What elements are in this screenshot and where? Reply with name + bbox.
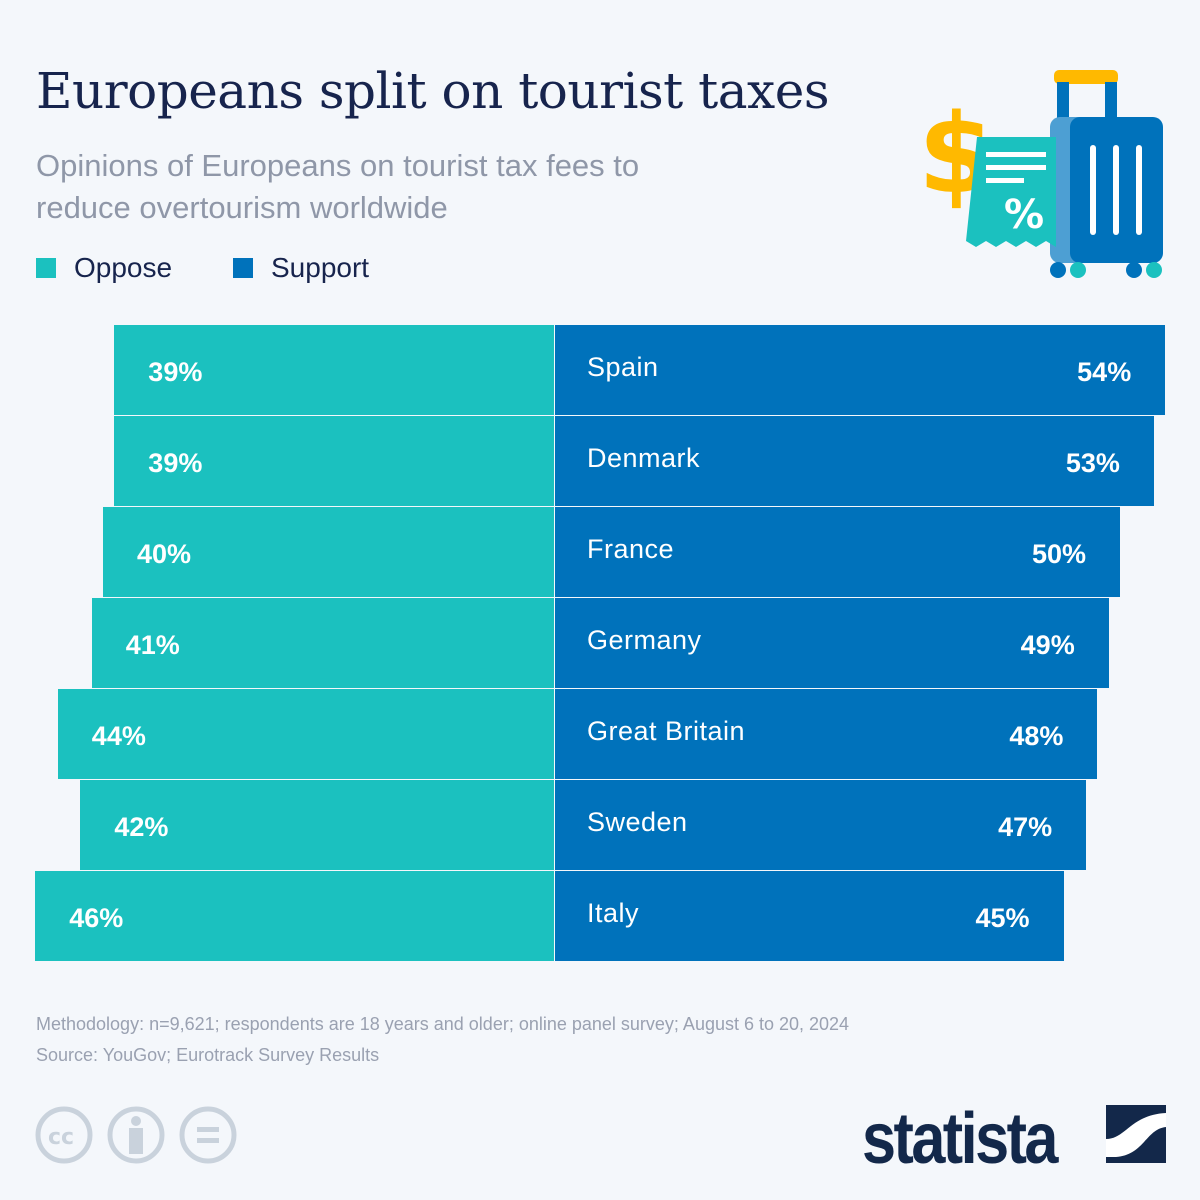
chart-title: Europeans split on tourist taxes [36, 62, 829, 120]
value-label-support: 54% [1077, 357, 1132, 387]
svg-text:%: % [1004, 192, 1044, 238]
legend-swatch-oppose [36, 258, 56, 278]
statista-logo-mark [1106, 1105, 1166, 1163]
category-label: Great Britain [587, 716, 746, 746]
category-label: Spain [587, 352, 659, 382]
value-label-oppose: 42% [114, 812, 169, 842]
no-derivatives-icon [179, 1106, 237, 1164]
bar-oppose [57, 689, 554, 779]
source-note: Source: YouGov; Eurotrack Survey Results [36, 1045, 380, 1065]
category-label: Denmark [587, 443, 701, 473]
chart-subtitle: Opinions of Europeans on tourist tax fee… [36, 148, 640, 225]
legend-support: Support [233, 252, 369, 284]
bar-oppose [114, 416, 554, 506]
value-label-oppose: 39% [148, 448, 203, 478]
bar-oppose [80, 780, 554, 870]
bar-support [555, 507, 1120, 597]
bar-oppose [114, 325, 554, 415]
value-label-oppose: 41% [125, 630, 180, 660]
attribution-icon [107, 1106, 165, 1164]
legend-label: Support [271, 252, 370, 283]
bar-support [555, 325, 1166, 415]
license-icons: cc [35, 1106, 237, 1164]
legend-oppose: Oppose [36, 252, 172, 284]
svg-text:cc: cc [48, 1125, 74, 1150]
legend-swatch-support [233, 258, 253, 278]
value-label-support: 50% [1031, 539, 1086, 569]
value-label-oppose: 44% [91, 721, 146, 751]
category-label: Germany [587, 625, 702, 655]
value-label-oppose: 39% [148, 357, 203, 387]
legend-label: Oppose [74, 252, 173, 283]
value-label-support: 53% [1065, 448, 1120, 478]
statista-logo: statista [862, 1099, 1058, 1179]
cc-icon [35, 1106, 93, 1164]
methodology-note: Methodology: n=9,621; respondents are 18… [36, 1014, 850, 1034]
category-label: Italy [587, 898, 640, 928]
category-label: France [587, 534, 675, 564]
bar-support [555, 780, 1087, 870]
bar-oppose [91, 598, 554, 688]
bar-support [555, 416, 1154, 506]
value-label-support: 48% [1009, 721, 1064, 751]
bar-oppose [103, 507, 554, 597]
value-label-support: 49% [1020, 630, 1075, 660]
value-label-support: 45% [975, 903, 1030, 933]
value-label-oppose: 46% [69, 903, 124, 933]
category-label: Sweden [587, 807, 688, 837]
bar-support [555, 598, 1109, 688]
value-label-oppose: 40% [137, 539, 192, 569]
bar-support [555, 689, 1098, 779]
bar-support [555, 871, 1064, 961]
value-label-support: 47% [998, 812, 1053, 842]
bar-oppose [35, 871, 554, 961]
travel-tax-illustration: $ % [918, 70, 1163, 278]
